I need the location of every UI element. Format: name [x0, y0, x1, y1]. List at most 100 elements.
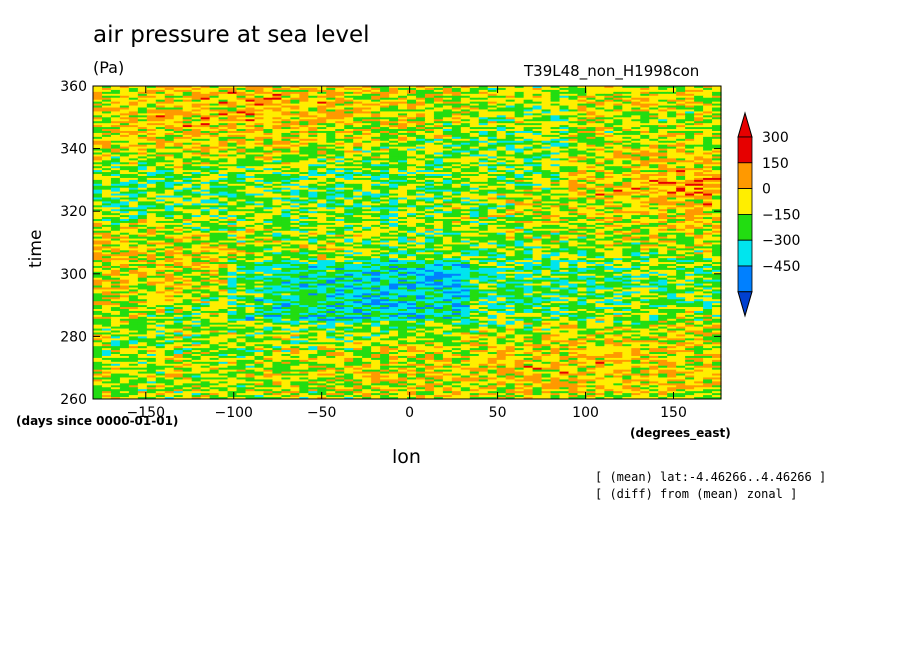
heatmap-cell: [424, 115, 435, 118]
heatmap-cell: [433, 127, 444, 130]
heatmap-cell: [353, 101, 363, 105]
heatmap-cell: [380, 148, 390, 151]
heatmap-cell: [496, 205, 507, 208]
heatmap-cell: [415, 181, 426, 185]
heatmap-cell: [164, 217, 175, 220]
heatmap-cell: [631, 129, 641, 132]
heatmap-cell: [415, 97, 426, 101]
heatmap-cell: [398, 91, 408, 95]
heatmap-cell: [209, 166, 220, 169]
heatmap-cell: [631, 97, 641, 101]
heatmap-cell: [389, 189, 399, 193]
heatmap-cell: [712, 156, 722, 159]
heatmap-cell: [236, 213, 247, 216]
heatmap-cell: [604, 175, 614, 179]
heatmap-cell: [550, 177, 561, 181]
heatmap-cell: [218, 170, 229, 173]
heatmap-cell: [128, 117, 139, 120]
heatmap-cell: [191, 209, 202, 212]
heatmap-cell: [290, 170, 300, 173]
heatmap-cell: [290, 168, 300, 171]
heatmap-cell: [137, 86, 148, 89]
heatmap-cell: [407, 191, 417, 194]
heatmap-cell: [191, 197, 202, 200]
heatmap-cell: [389, 168, 399, 171]
heatmap-cell: [532, 127, 543, 130]
heatmap-cell: [667, 215, 677, 218]
heatmap-cell: [290, 220, 300, 224]
heatmap-cell: [317, 191, 327, 194]
heatmap-cell: [460, 177, 471, 181]
heatmap-cell: [622, 219, 632, 222]
heatmap-cell: [541, 134, 552, 138]
heatmap-cell: [703, 95, 713, 99]
heatmap-cell: [371, 217, 381, 220]
heatmap-cell: [389, 111, 399, 114]
heatmap-cell: [460, 185, 471, 189]
heatmap-cell: [164, 130, 175, 134]
heatmap-cell: [254, 207, 265, 210]
heatmap-cell: [550, 123, 561, 126]
heatmap-cell: [155, 148, 166, 151]
heatmap-cell: [227, 197, 238, 200]
heatmap-cell: [676, 121, 686, 124]
heatmap-cell: [281, 158, 291, 161]
heatmap-cell: [649, 87, 659, 91]
heatmap-cell: [496, 220, 507, 224]
heatmap-cell: [559, 209, 570, 212]
heatmap-cell: [146, 123, 157, 126]
heatmap-cell: [469, 146, 480, 149]
heatmap-cell: [290, 105, 300, 108]
heatmap-cell: [398, 162, 408, 165]
heatmap-cell: [532, 205, 543, 208]
heatmap-cell: [335, 142, 345, 146]
heatmap-cell: [335, 187, 345, 191]
heatmap-cell: [93, 95, 103, 99]
heatmap-cell: [550, 142, 561, 146]
heatmap-cell: [182, 129, 193, 132]
heatmap-cell: [604, 219, 614, 222]
heatmap-cell: [514, 138, 525, 142]
heatmap-cell: [299, 183, 309, 187]
heatmap-cell: [164, 203, 175, 206]
heatmap-cell: [182, 140, 193, 144]
heatmap-cell: [209, 168, 220, 171]
heatmap-cell: [631, 142, 641, 146]
heatmap-cell: [119, 138, 130, 142]
heatmap-cell: [344, 158, 354, 161]
heatmap-cell: [415, 152, 426, 155]
heatmap-cell: [541, 215, 552, 218]
heatmap-cell: [380, 162, 390, 165]
heatmap-cell: [496, 107, 507, 110]
heatmap-cell: [685, 185, 695, 189]
heatmap-cell: [155, 199, 166, 202]
heatmap-cell: [460, 132, 471, 136]
heatmap-cell: [559, 172, 570, 175]
heatmap-cell: [335, 195, 345, 198]
heatmap-cell: [344, 140, 354, 144]
heatmap-cell: [442, 160, 453, 163]
heatmap-cell: [658, 154, 668, 157]
heatmap-cell: [568, 215, 579, 218]
heatmap-cell: [236, 207, 247, 210]
heatmap-cell: [532, 222, 543, 226]
heatmap-cell: [245, 95, 256, 99]
heatmap-cell: [541, 220, 552, 224]
heatmap-cell: [496, 130, 507, 134]
heatmap-cell: [227, 174, 238, 177]
heatmap-cell: [694, 134, 704, 138]
heatmap-cell: [227, 89, 238, 93]
heatmap-cell: [415, 174, 426, 177]
heatmap-cell: [398, 219, 408, 222]
heatmap-cell: [613, 217, 623, 220]
heatmap-cell: [236, 187, 247, 191]
heatmap-cell: [496, 148, 507, 151]
heatmap-cell: [218, 156, 229, 159]
heatmap-cell: [676, 181, 686, 185]
heatmap-cell: [263, 164, 274, 167]
heatmap-cell: [101, 219, 112, 222]
heatmap-cell: [182, 144, 193, 148]
heatmap-cell: [236, 99, 247, 103]
heatmap-cell: [362, 144, 372, 148]
heatmap-cell: [649, 199, 659, 202]
